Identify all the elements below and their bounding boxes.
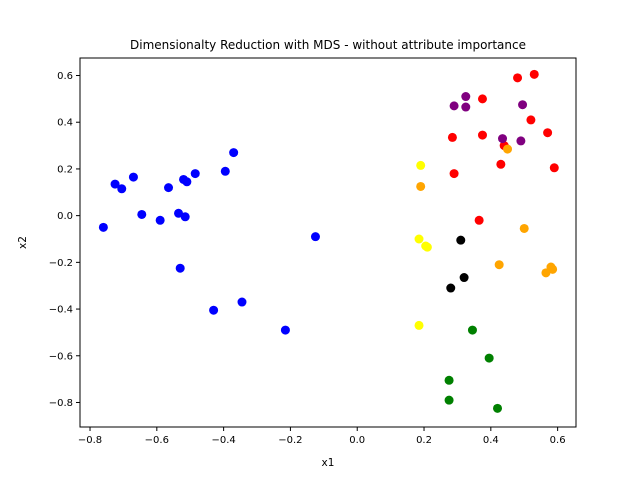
data-point bbox=[474, 215, 484, 225]
data-point bbox=[110, 179, 120, 189]
data-point bbox=[237, 297, 247, 307]
data-point bbox=[467, 325, 477, 335]
x-axis-ticks: −0.8 −0.6 −0.4 −0.2 0.0 0.2 0.4 0.6 bbox=[78, 427, 566, 446]
x-tick-label: −0.8 bbox=[78, 435, 102, 446]
data-point bbox=[459, 273, 469, 283]
y-tick-label: 0.2 bbox=[57, 164, 73, 175]
x-tick-label: 0.4 bbox=[483, 435, 499, 446]
data-point bbox=[137, 209, 147, 219]
plot-area bbox=[98, 69, 559, 413]
data-point bbox=[518, 100, 528, 110]
data-point bbox=[174, 208, 184, 218]
data-point bbox=[155, 215, 165, 225]
data-point bbox=[456, 235, 466, 245]
y-axis-ticks: −0.8 −0.6 −0.4 −0.2 0.0 0.2 0.4 0.6 bbox=[49, 71, 80, 409]
data-point bbox=[310, 232, 320, 242]
axes-frame bbox=[79, 57, 577, 428]
data-point bbox=[519, 223, 529, 233]
data-point bbox=[220, 166, 230, 176]
data-point bbox=[484, 353, 494, 363]
y-tick-label: 0.6 bbox=[57, 71, 73, 82]
x-tick-label: 0.0 bbox=[349, 435, 365, 446]
data-point bbox=[422, 242, 432, 252]
data-point bbox=[180, 212, 190, 222]
data-point bbox=[461, 92, 471, 102]
data-point bbox=[444, 395, 454, 405]
data-point bbox=[494, 260, 504, 270]
y-tick-label: −0.8 bbox=[49, 398, 73, 409]
data-point bbox=[498, 134, 508, 144]
data-point bbox=[182, 177, 192, 187]
data-point bbox=[461, 102, 471, 112]
data-point bbox=[493, 403, 503, 413]
y-tick-label: −0.2 bbox=[49, 258, 73, 269]
data-point bbox=[190, 169, 200, 179]
x-tick-label: −0.4 bbox=[211, 435, 235, 446]
data-point bbox=[449, 169, 459, 179]
y-axis-label: x2 bbox=[17, 236, 29, 249]
data-point bbox=[444, 375, 454, 385]
data-point bbox=[496, 159, 506, 169]
data-point bbox=[477, 94, 487, 104]
data-point bbox=[446, 283, 456, 293]
data-point bbox=[526, 115, 536, 125]
data-point bbox=[98, 222, 108, 232]
data-point bbox=[416, 160, 426, 170]
data-point bbox=[117, 184, 127, 194]
data-point bbox=[128, 172, 138, 182]
data-point bbox=[447, 132, 457, 142]
x-tick-label: 0.2 bbox=[416, 435, 432, 446]
data-point bbox=[543, 128, 553, 138]
data-point bbox=[477, 130, 487, 140]
data-point bbox=[541, 268, 551, 278]
data-point bbox=[209, 305, 219, 315]
data-point bbox=[548, 264, 558, 274]
y-tick-label: −0.6 bbox=[49, 351, 73, 362]
data-point bbox=[449, 101, 459, 111]
data-point bbox=[513, 73, 523, 83]
chart-title: Dimensionalty Reduction with MDS - witho… bbox=[130, 38, 526, 52]
x-tick-label: 0.6 bbox=[550, 435, 566, 446]
data-point bbox=[280, 325, 290, 335]
data-point bbox=[516, 136, 526, 146]
data-point bbox=[416, 181, 426, 191]
data-point bbox=[175, 263, 185, 273]
data-point bbox=[549, 163, 559, 173]
data-point bbox=[529, 69, 539, 79]
data-point bbox=[164, 183, 174, 193]
y-tick-label: −0.4 bbox=[49, 305, 73, 316]
y-tick-label: 0.4 bbox=[57, 118, 73, 129]
data-point bbox=[229, 148, 239, 158]
x-tick-label: −0.6 bbox=[145, 435, 169, 446]
data-point bbox=[414, 320, 424, 330]
data-point bbox=[414, 234, 424, 244]
x-axis-label: x1 bbox=[322, 457, 335, 469]
y-tick-label: 0.0 bbox=[57, 211, 73, 222]
data-point bbox=[503, 144, 513, 154]
x-tick-label: −0.2 bbox=[278, 435, 302, 446]
